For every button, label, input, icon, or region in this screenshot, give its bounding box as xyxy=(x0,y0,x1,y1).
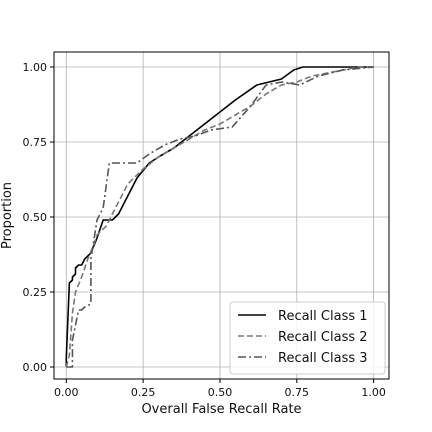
series-line-1 xyxy=(65,66,374,367)
series-line-3 xyxy=(66,66,374,368)
y-tick-label: 1.00 xyxy=(23,61,48,74)
series-line-2 xyxy=(65,66,374,368)
x-tick-label: 0.25 xyxy=(131,386,156,399)
ticks: 0.00 0.25 0.50 0.75 1.00 0.00 0.25 0.50 0.75 1.00 xyxy=(23,61,386,399)
legend: Recall Class 1 Recall Class 2 Recall Class… xyxy=(229,301,386,375)
y-axis-label: Proportion xyxy=(0,182,15,249)
y-tick-label: 0.50 xyxy=(23,211,48,224)
legend-label-1: Recall Class 1 xyxy=(278,309,368,324)
legend-label-3: Recall Class 3 xyxy=(278,351,368,366)
plot-frame xyxy=(53,51,390,380)
y-tick-label: 0.00 xyxy=(23,361,48,374)
x-tick-label: 0.00 xyxy=(54,386,79,399)
y-tick-label: 0.25 xyxy=(23,286,48,299)
y-tick-label: 0.75 xyxy=(23,136,48,149)
x-axis-label: Overall False Recall Rate xyxy=(141,402,301,417)
series-layer xyxy=(65,66,374,368)
x-tick-label: 0.75 xyxy=(285,386,310,399)
x-tick-label: 0.50 xyxy=(208,386,233,399)
legend-box xyxy=(229,301,386,375)
legend-label-2: Recall Class 2 xyxy=(278,330,368,345)
x-tick-label: 1.00 xyxy=(361,386,386,399)
